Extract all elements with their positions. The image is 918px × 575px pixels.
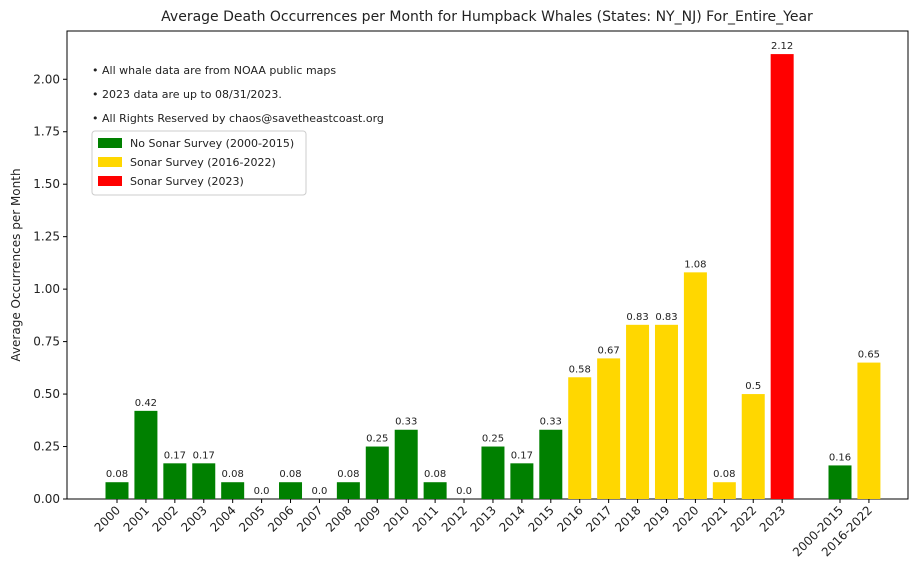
x-tick-label: 2007 [294, 503, 325, 534]
data-label: 0.08 [713, 469, 735, 480]
x-tick-label: 2000 [92, 503, 123, 534]
bar [741, 394, 765, 499]
x-tick-label: 2004 [207, 503, 238, 534]
y-tick-label: 0.50 [33, 387, 60, 401]
data-label: 0.08 [222, 469, 244, 480]
data-label: 0.42 [135, 398, 157, 409]
x-tick-label: 2003 [178, 503, 209, 534]
y-tick-label: 0.75 [33, 335, 60, 349]
y-axis-label: Average Occurrences per Month [9, 168, 23, 361]
bar [221, 482, 245, 499]
data-label: 0.67 [598, 345, 620, 356]
x-tick-label: 2015 [525, 503, 556, 534]
y-tick-label: 1.25 [33, 230, 60, 244]
data-label: 1.08 [684, 259, 706, 270]
y-tick-label: 0.00 [33, 492, 60, 506]
x-tick-label: 2006 [265, 503, 296, 534]
data-label: 2.12 [771, 41, 793, 52]
data-label: 0.83 [655, 312, 677, 323]
x-tick-label: 2002 [149, 503, 180, 534]
x-tick-label: 2023 [757, 503, 788, 534]
legend-label: Sonar Survey (2023) [130, 175, 244, 188]
data-label: 0.08 [279, 469, 301, 480]
bar [481, 446, 505, 499]
x-tick-label: 2009 [352, 503, 383, 534]
data-label: 0.16 [829, 452, 851, 463]
data-label: 0.58 [569, 364, 591, 375]
data-label: 0.17 [193, 450, 215, 461]
x-tick-label: 2005 [236, 503, 267, 534]
y-tick-label: 0.25 [33, 440, 60, 454]
data-label: 0.08 [424, 469, 446, 480]
bar [423, 482, 447, 499]
x-tick-label: 2020 [670, 503, 701, 534]
data-label: 0.0 [311, 486, 327, 497]
bar [192, 463, 216, 499]
x-tick-label: 2001 [121, 503, 152, 534]
bar [568, 377, 592, 499]
x-tick-label: 2013 [468, 503, 499, 534]
data-label: 0.08 [106, 469, 128, 480]
data-label: 0.33 [540, 417, 562, 428]
data-label: 0.25 [482, 434, 504, 445]
x-tick-label: 2018 [612, 503, 643, 534]
legend-swatch [98, 138, 122, 148]
y-tick-label: 1.00 [33, 282, 60, 296]
bar [539, 429, 563, 499]
bar [857, 362, 881, 499]
y-tick-label: 2.00 [33, 72, 60, 86]
x-tick-label: 2021 [699, 503, 730, 534]
x-tick-label: 2010 [381, 503, 412, 534]
bar [626, 324, 650, 499]
y-tick-label: 1.75 [33, 125, 60, 139]
data-label: 0.0 [254, 486, 270, 497]
y-tick-label: 1.50 [33, 177, 60, 191]
legend-box [91, 130, 307, 196]
bar [712, 482, 736, 499]
chart-title: Average Death Occurrences per Month for … [161, 9, 813, 25]
x-tick-label: 2008 [323, 503, 354, 534]
bar [828, 465, 852, 499]
bar [654, 324, 678, 499]
bar [365, 446, 389, 499]
x-tick-label: 2019 [641, 503, 672, 534]
bar [134, 410, 158, 499]
data-label: 0.33 [395, 417, 417, 428]
annotation: • All Rights Reserved by chaos@savetheas… [92, 112, 384, 125]
x-tick-label: 2017 [583, 503, 614, 534]
data-label: 0.0 [456, 486, 472, 497]
x-tick-label: 2011 [410, 503, 441, 534]
x-tick-label: 2014 [497, 503, 528, 534]
data-label: 0.5 [745, 381, 761, 392]
data-label: 0.83 [626, 312, 648, 323]
bar [770, 54, 794, 499]
annotation: • All whale data are from NOAA public ma… [92, 64, 336, 77]
data-label: 0.17 [164, 450, 186, 461]
legend-swatch [98, 157, 122, 167]
data-label: 0.17 [511, 450, 533, 461]
data-label: 0.25 [366, 434, 388, 445]
bar [394, 429, 418, 499]
bar [597, 358, 621, 499]
legend-label: Sonar Survey (2016-2022) [130, 156, 276, 169]
x-tick-label: 2012 [439, 503, 470, 534]
data-label: 0.08 [337, 469, 359, 480]
legend-swatch [98, 176, 122, 186]
x-tick-label: 2022 [728, 503, 759, 534]
bar [336, 482, 360, 499]
x-tick-label: 2016 [554, 503, 585, 534]
bar [105, 482, 129, 499]
bar [683, 272, 707, 499]
legend-label: No Sonar Survey (2000-2015) [130, 137, 294, 150]
bar [510, 463, 534, 499]
annotation: • 2023 data are up to 08/31/2023. [92, 88, 282, 101]
data-label: 0.65 [858, 350, 880, 361]
bar [163, 463, 187, 499]
bar [279, 482, 303, 499]
